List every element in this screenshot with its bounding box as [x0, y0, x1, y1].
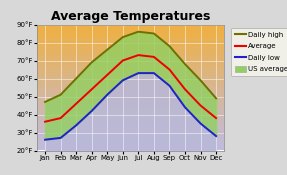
Title: Average Temperatures: Average Temperatures — [51, 10, 210, 23]
Legend: Daily high, Average, Daily low, US average: Daily high, Average, Daily low, US avera… — [231, 28, 287, 76]
